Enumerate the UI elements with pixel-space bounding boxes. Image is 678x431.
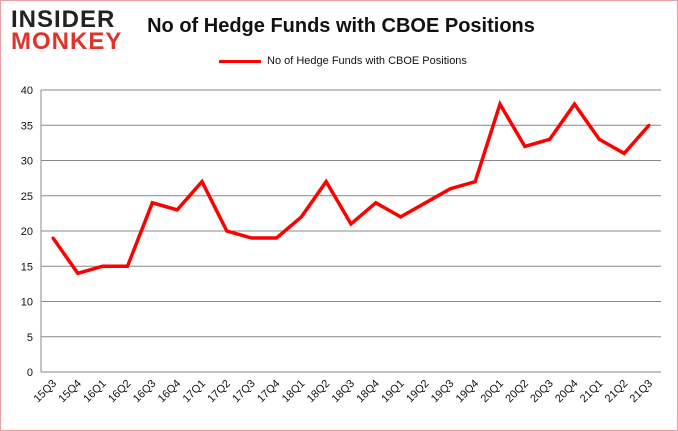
x-tick-label: 19Q4 [454,378,482,406]
x-tick-label: 18Q4 [354,378,382,406]
x-tick-label: 21Q2 [603,378,631,406]
x-tick-label: 19Q3 [429,378,457,406]
y-tick-label: 30 [21,156,33,168]
data-point [597,137,601,141]
data-point [51,236,55,240]
data-point [647,123,651,127]
data-point [424,201,427,205]
x-tick-label: 20Q3 [528,378,556,406]
x-tick-label: 16Q2 [106,378,134,406]
data-point [250,236,254,240]
x-tick-label: 18Q2 [305,378,333,406]
data-point [448,187,452,191]
data-point [225,229,229,233]
x-tick-label: 20Q1 [479,378,507,406]
data-point [374,201,378,205]
legend-swatch [219,59,261,63]
x-tick-label: 20Q4 [553,378,581,406]
data-point [324,180,328,184]
data-point [523,144,527,148]
x-tick-label: 17Q3 [230,378,258,406]
insider-monkey-logo: INSIDER MONKEY [11,6,123,55]
y-tick-label: 5 [27,332,33,344]
data-point [275,236,278,240]
legend-label: No of Hedge Funds with CBOE Positions [267,55,467,67]
y-tick-label: 0 [27,367,33,379]
x-tick-label: 16Q4 [156,378,184,406]
x-tick-label: 19Q1 [379,378,407,406]
data-point [126,264,129,268]
data-point [101,264,105,268]
y-tick-label: 25 [21,191,33,203]
x-tick-label: 18Q3 [330,378,358,406]
x-tick-label: 15Q3 [32,378,60,406]
x-tick-label: 17Q4 [255,378,283,406]
x-tick-label: 21Q1 [578,378,606,406]
series-line [51,99,651,276]
y-tick-label: 15 [21,261,33,273]
x-tick-label: 15Q4 [56,378,84,406]
y-tick-label: 35 [21,120,33,132]
data-point [622,151,626,155]
data-point [548,137,552,141]
x-tick-label: 18Q1 [280,378,308,406]
data-point [399,215,403,219]
chart-title: No of Hedge Funds with CBOE Positions [147,15,535,37]
x-tick-label: 17Q1 [181,378,209,406]
data-point [299,215,303,219]
y-tick-label: 10 [21,297,33,309]
data-point [498,102,502,106]
y-tick-label: 40 [21,85,33,97]
data-point [473,180,477,184]
x-tick-label: 21Q3 [628,378,656,406]
data-point [76,271,80,275]
y-tick-label: 20 [21,226,33,238]
x-tick-label: 20Q2 [503,378,531,406]
data-point [175,208,179,212]
legend: No of Hedge Funds with CBOE Positions [219,55,467,67]
x-tick-label: 16Q1 [81,378,109,406]
data-point [150,201,154,205]
data-point [573,102,576,106]
data-point [200,180,204,184]
x-tick-label: 16Q3 [131,378,159,406]
x-tick-label: 19Q2 [404,378,432,406]
x-tick-label: 17Q2 [205,378,233,406]
data-point [349,222,353,226]
